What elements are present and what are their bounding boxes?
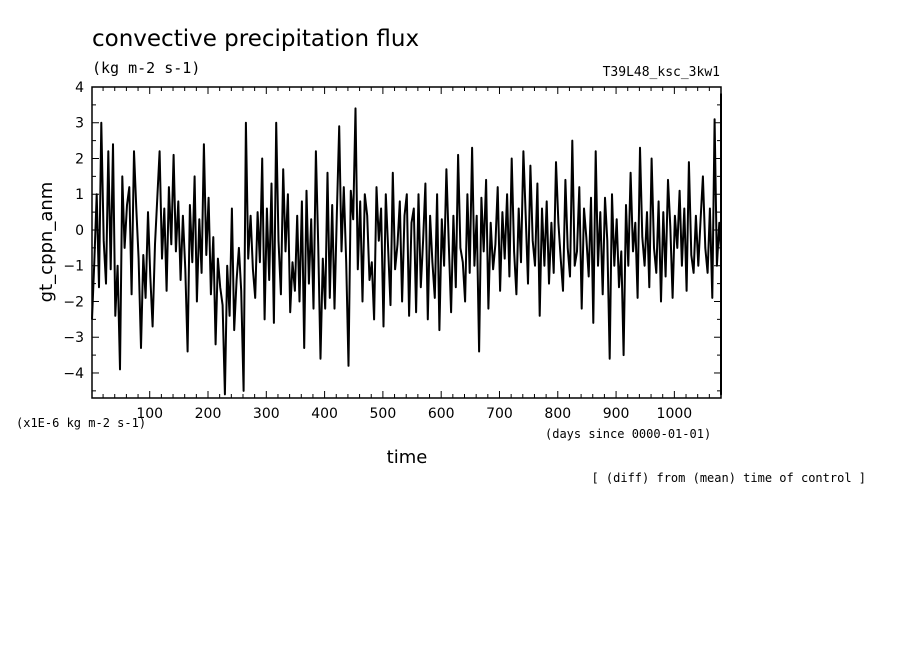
y-tick-label: 0 xyxy=(75,223,84,239)
axis-tick-labels: 100 200 300 400 500 600 700 800 900 1000 4 3 2 1 0 −1 −2… xyxy=(63,80,692,422)
y-tick-label: −4 xyxy=(63,366,84,382)
chart-subtitle: (kg m-2 s-1) xyxy=(92,59,200,77)
plot-area: 100 200 300 400 500 600 700 800 900 1000 4 3 2 1 0 −1 −2… xyxy=(63,80,722,422)
y-tick-label: 3 xyxy=(75,116,84,132)
experiment-label: T39L48_ksc_3kw1 xyxy=(603,65,720,80)
x-tick-label: 900 xyxy=(603,406,630,422)
y-units-label: (x1E-6 kg m-2 s-1) xyxy=(16,416,146,430)
y-tick-label: −3 xyxy=(63,330,84,346)
y-tick-label: −2 xyxy=(63,294,84,310)
x-tick-label: 200 xyxy=(195,406,222,422)
x-tick-label: 400 xyxy=(311,406,338,422)
x-units-label: (days since 0000-01-01) xyxy=(545,427,711,441)
x-tick-label: 100 xyxy=(136,406,163,422)
chart-title: convective precipitation flux xyxy=(92,26,419,52)
y-tick-label: 1 xyxy=(75,187,84,203)
y-tick-label: 4 xyxy=(75,80,84,96)
series-line xyxy=(91,93,722,396)
x-tick-label: 300 xyxy=(253,406,280,422)
y-tick-label: 2 xyxy=(75,151,84,167)
x-tick-label: 800 xyxy=(544,406,571,422)
x-tick-label: 600 xyxy=(428,406,455,422)
y-tick-label: −1 xyxy=(63,259,84,275)
y-axis-label: gt_cppn_anm xyxy=(36,182,57,303)
x-tick-label: 700 xyxy=(486,406,513,422)
x-tick-label: 500 xyxy=(370,406,397,422)
x-axis-label: time xyxy=(387,447,428,468)
x-tick-label: 1000 xyxy=(657,406,693,422)
diff-note: [ (diff) from (mean) time of control ] xyxy=(591,471,866,485)
